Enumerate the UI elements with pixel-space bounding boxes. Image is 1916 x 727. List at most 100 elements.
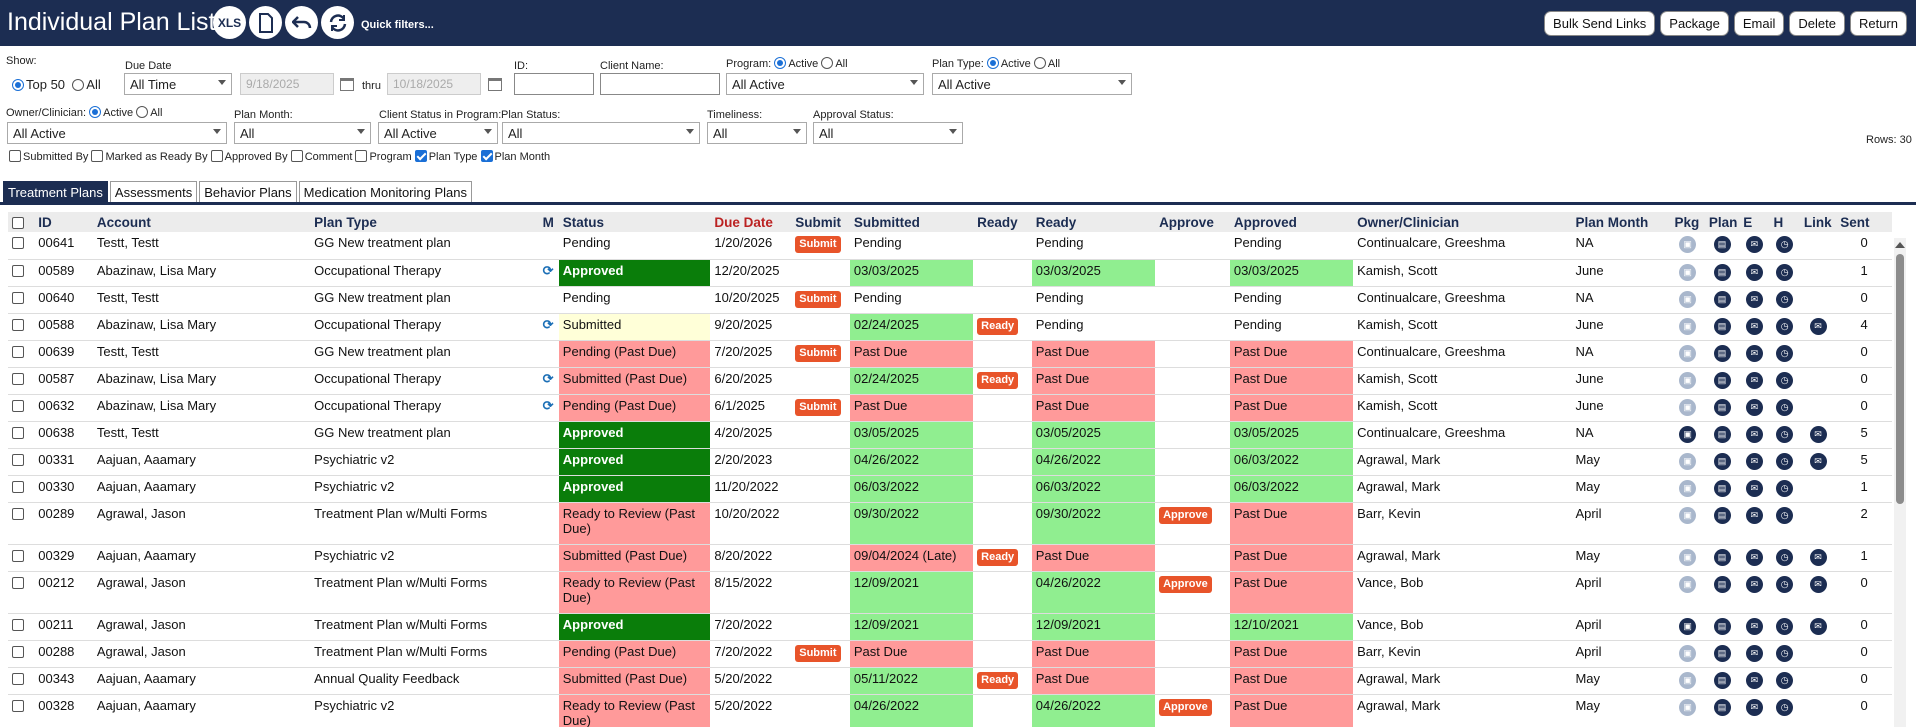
owner-select[interactable]: All Active	[7, 122, 227, 144]
row-checkbox[interactable]	[12, 699, 24, 712]
table-row[interactable]: 00641 Testt, Testt GG New treatment plan Pe…	[8, 232, 1892, 260]
link-envelope-icon[interactable]: ✉	[1809, 548, 1827, 566]
col-status[interactable]: Status	[558, 212, 711, 232]
col-ready-action[interactable]: Ready	[973, 212, 1032, 232]
col-m[interactable]: M	[538, 212, 559, 232]
table-row[interactable]: 00639 Testt, Testt GG New treatment plan Pe…	[8, 340, 1892, 368]
table-row[interactable]: 00632 Abazinaw, Lisa Mary Occupational The…	[8, 394, 1892, 422]
account-name[interactable]: Aajuan, Aaamary	[96, 697, 196, 713]
col-id[interactable]: ID	[34, 212, 93, 232]
history-clock-icon[interactable]: ◷	[1776, 317, 1794, 335]
approve-button[interactable]: Approve	[1159, 575, 1212, 593]
package-icon[interactable]: ▣	[1679, 575, 1697, 593]
link-envelope-icon[interactable]: ✉	[1809, 452, 1827, 470]
history-clock-icon[interactable]: ◷	[1776, 425, 1794, 443]
owner-active-radio[interactable]	[89, 106, 102, 118]
plan-type-select[interactable]: All Active	[932, 73, 1132, 95]
col-ready[interactable]: Ready	[1031, 212, 1156, 232]
col-sent[interactable]: Sent	[1836, 212, 1892, 232]
timeliness-select[interactable]: All	[707, 122, 807, 144]
table-row[interactable]: 00343 Aajuan, Aaamary Annual Quality Feedb…	[8, 667, 1892, 695]
package-icon[interactable]: ▣	[1679, 425, 1697, 443]
table-row[interactable]: 00587 Abazinaw, Lisa Mary Occupational The…	[8, 367, 1892, 395]
table-row[interactable]: 00640 Testt, Testt GG New treatment plan Pe…	[8, 286, 1892, 314]
email-icon[interactable]: ✉	[1745, 452, 1763, 470]
row-checkbox[interactable]	[12, 645, 24, 658]
submit-button[interactable]: Submit	[795, 290, 841, 308]
email-button[interactable]: Email	[1733, 11, 1785, 36]
plan-document-icon[interactable]: ▤	[1713, 575, 1731, 593]
history-clock-icon[interactable]: ◷	[1776, 398, 1794, 416]
col-approved[interactable]: Approved	[1229, 212, 1354, 232]
package-icon[interactable]: ▣	[1679, 644, 1697, 662]
quick-filters-link[interactable]: Quick filters...	[361, 19, 434, 31]
account-name[interactable]: Aajuan, Aaamary	[96, 451, 196, 467]
account-name[interactable]: Aajuan, Aaamary	[96, 670, 196, 686]
package-icon[interactable]: ▣	[1679, 236, 1697, 253]
plan-type-all-radio[interactable]	[1033, 57, 1046, 69]
submitted-by-checkbox[interactable]	[9, 150, 21, 162]
package-icon[interactable]: ▣	[1679, 371, 1697, 389]
email-icon[interactable]: ✉	[1745, 698, 1763, 716]
col-pkg[interactable]: Pkg	[1670, 212, 1705, 232]
program-checkbox[interactable]	[355, 150, 368, 162]
table-row[interactable]: 00211 Agrawal, Jason Treatment Plan w/Mult…	[8, 613, 1892, 641]
plan-document-icon[interactable]: ▤	[1713, 290, 1731, 308]
history-clock-icon[interactable]: ◷	[1776, 644, 1794, 662]
table-row[interactable]: 00589 Abazinaw, Lisa Mary Occupational The…	[8, 259, 1892, 287]
link-envelope-icon[interactable]: ✉	[1809, 317, 1827, 335]
col-plan-month[interactable]: Plan Month	[1571, 212, 1671, 232]
email-icon[interactable]: ✉	[1745, 479, 1763, 497]
email-icon[interactable]: ✉	[1745, 425, 1763, 443]
col-approve[interactable]: Approve	[1155, 212, 1230, 232]
marked-ready-by-checkbox[interactable]	[91, 150, 104, 162]
package-icon[interactable]: ▣	[1679, 398, 1697, 416]
plan-document-icon[interactable]: ▤	[1713, 644, 1731, 662]
from-date-input[interactable]: 9/18/2025	[240, 73, 334, 95]
account-name[interactable]: Testt, Testt	[96, 235, 159, 250]
col-e[interactable]: E	[1739, 212, 1770, 232]
plan-document-icon[interactable]: ▤	[1713, 317, 1731, 335]
account-name[interactable]: Agrawal, Jason	[96, 505, 186, 521]
plan-status-select[interactable]: All	[502, 122, 700, 144]
row-checkbox[interactable]	[12, 237, 24, 249]
plan-document-icon[interactable]: ▤	[1713, 698, 1731, 716]
table-row[interactable]: 00328 Aajuan, Aaamary Psychiatric v2 Ready …	[8, 694, 1892, 727]
row-checkbox[interactable]	[12, 507, 24, 520]
package-icon[interactable]: ▣	[1679, 548, 1697, 566]
col-submitted[interactable]: Submitted	[849, 212, 974, 232]
history-clock-icon[interactable]: ◷	[1776, 344, 1794, 362]
col-plan-type[interactable]: Plan Type	[310, 212, 539, 232]
calendar-icon[interactable]	[340, 78, 354, 91]
row-checkbox[interactable]	[12, 399, 24, 412]
ready-button[interactable]: Ready	[977, 317, 1019, 335]
client-status-select[interactable]: All Active	[378, 122, 498, 144]
table-row[interactable]: 00638 Testt, Testt GG New treatment plan Ap…	[8, 421, 1892, 449]
plan-document-icon[interactable]: ▤	[1713, 371, 1731, 389]
owner-all-radio[interactable]	[136, 106, 149, 118]
history-clock-icon[interactable]: ◷	[1776, 698, 1794, 716]
table-row[interactable]: 00588 Abazinaw, Lisa Mary Occupational The…	[8, 313, 1892, 341]
program-active-radio[interactable]	[774, 57, 787, 69]
package-icon[interactable]: ▣	[1679, 263, 1697, 281]
email-icon[interactable]: ✉	[1745, 371, 1763, 389]
ready-button[interactable]: Ready	[977, 548, 1019, 566]
table-row[interactable]: 00330 Aajuan, Aaamary Psychiatric v2 Approv…	[8, 475, 1892, 503]
history-clock-icon[interactable]: ◷	[1776, 575, 1794, 593]
history-clock-icon[interactable]: ◷	[1776, 506, 1794, 524]
email-icon[interactable]: ✉	[1745, 575, 1763, 593]
tab-behavior-plans[interactable]: Behavior Plans	[199, 181, 297, 204]
table-row[interactable]: 00329 Aajuan, Aaamary Psychiatric v2 Submit…	[8, 544, 1892, 572]
submit-button[interactable]: Submit	[795, 398, 841, 416]
row-checkbox[interactable]	[12, 264, 24, 277]
email-icon[interactable]: ✉	[1745, 671, 1763, 689]
history-clock-icon[interactable]: ◷	[1776, 671, 1794, 689]
table-row[interactable]: 00331 Aajuan, Aaamary Psychiatric v2 Approv…	[8, 448, 1892, 476]
email-icon[interactable]: ✉	[1745, 644, 1763, 662]
submit-button[interactable]: Submit	[795, 344, 841, 362]
row-checkbox[interactable]	[12, 480, 24, 493]
approve-button[interactable]: Approve	[1159, 506, 1212, 524]
submit-button[interactable]: Submit	[795, 236, 841, 253]
account-name[interactable]: Abazinaw, Lisa Mary	[96, 262, 217, 278]
plan-document-icon[interactable]: ▤	[1713, 617, 1731, 635]
